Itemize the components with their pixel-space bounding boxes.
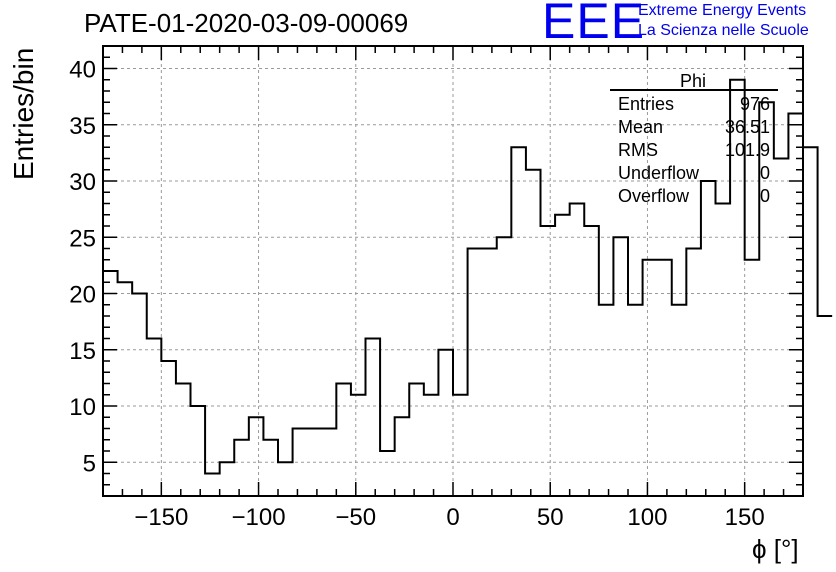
histogram-bin: [205, 474, 220, 497]
y-tick-label: 25: [69, 225, 96, 252]
histogram-bin: [745, 260, 760, 496]
stat-value-overflow: 0: [759, 186, 770, 206]
x-tick-label: 0: [446, 504, 459, 531]
x-tick-label: −100: [232, 504, 286, 531]
histogram-bin: [132, 294, 147, 497]
histogram-bin: [118, 282, 133, 496]
stat-value-entries: 976: [739, 94, 770, 114]
histogram-bin: [818, 316, 833, 496]
histogram-bin: [191, 406, 206, 496]
histogram-bin: [599, 305, 614, 496]
chart-title: PATE-01-2020-03-09-00069: [84, 8, 409, 38]
stat-label-underflow: Underflow: [618, 163, 700, 183]
histogram-bin: [701, 181, 716, 496]
stat-value-mean: 36.51: [724, 117, 770, 137]
histogram-bin: [686, 249, 701, 497]
histogram-bin: [716, 204, 731, 497]
histogram-bin: [176, 384, 191, 497]
y-axis-label: Entries/bin: [8, 47, 39, 180]
histogram-bin: [424, 395, 439, 496]
histogram-bin: [351, 395, 366, 496]
y-tick-label: 20: [69, 282, 96, 309]
histogram-bin: [220, 462, 235, 496]
histogram-bin: [263, 440, 278, 496]
histogram-bin: [628, 305, 643, 496]
histogram-bin: [482, 249, 497, 497]
histogram-bin: [161, 361, 176, 496]
stat-label-overflow: Overflow: [618, 186, 690, 206]
histogram-outline: [103, 78, 833, 475]
x-tick-label: 50: [537, 504, 564, 531]
histogram-bin: [555, 215, 570, 496]
histogram-bin: [570, 204, 585, 497]
logo-line-1: Extreme Energy Events: [638, 2, 807, 19]
histogram-bin: [803, 147, 818, 496]
stat-label-mean: Mean: [618, 117, 664, 137]
histogram-bin: [759, 102, 774, 496]
x-tick-label: 100: [627, 504, 667, 531]
stats-box-title: Phi: [680, 71, 707, 91]
histogram-bin: [293, 429, 308, 497]
y-tick-label: 5: [83, 450, 96, 477]
histogram-bin: [322, 429, 337, 497]
x-axis-label: ϕ [°]: [752, 534, 799, 564]
histogram-bin: [613, 237, 628, 496]
histogram-bin: [380, 451, 395, 496]
y-tick-label: 30: [69, 169, 96, 196]
histogram-bin: [278, 462, 293, 496]
histogram-bin: [672, 305, 687, 496]
x-tick-label: −50: [335, 504, 376, 531]
histogram-bin: [395, 417, 410, 496]
histogram-bin: [541, 226, 556, 496]
histogram-bin: [366, 339, 381, 497]
histogram-bin: [438, 350, 453, 496]
stat-value-rms: 101.9: [724, 140, 770, 160]
histogram-bin: [511, 147, 526, 496]
histogram-bin: [526, 170, 541, 496]
x-tick-label: 150: [725, 504, 765, 531]
histogram-bin: [643, 260, 658, 496]
logo-line-2: La Scienza nelle Scuole: [638, 22, 809, 39]
histogram-bin: [234, 440, 249, 496]
y-tick-label: 15: [69, 338, 96, 365]
histogram-bin: [453, 395, 468, 496]
eee-logo: EEE: [542, 0, 646, 49]
histogram-bin: [249, 417, 264, 496]
histogram-bin: [307, 429, 322, 497]
histogram-bin: [409, 384, 424, 497]
y-tick-label: 10: [69, 394, 96, 421]
histogram-bin: [497, 237, 512, 496]
histogram-bin: [774, 159, 789, 497]
stat-value-underflow: 0: [759, 163, 770, 183]
stat-label-entries: Entries: [618, 94, 675, 114]
y-tick-label: 35: [69, 113, 96, 140]
histogram-bin: [147, 339, 162, 497]
histogram-bin: [336, 384, 351, 497]
histogram-bin: [584, 226, 599, 496]
stat-label-rms: RMS: [618, 140, 658, 160]
histogram-bin: [468, 249, 483, 497]
y-tick-label: 40: [69, 57, 96, 84]
x-tick-label: −150: [134, 504, 188, 531]
histogram-bin: [657, 260, 672, 496]
